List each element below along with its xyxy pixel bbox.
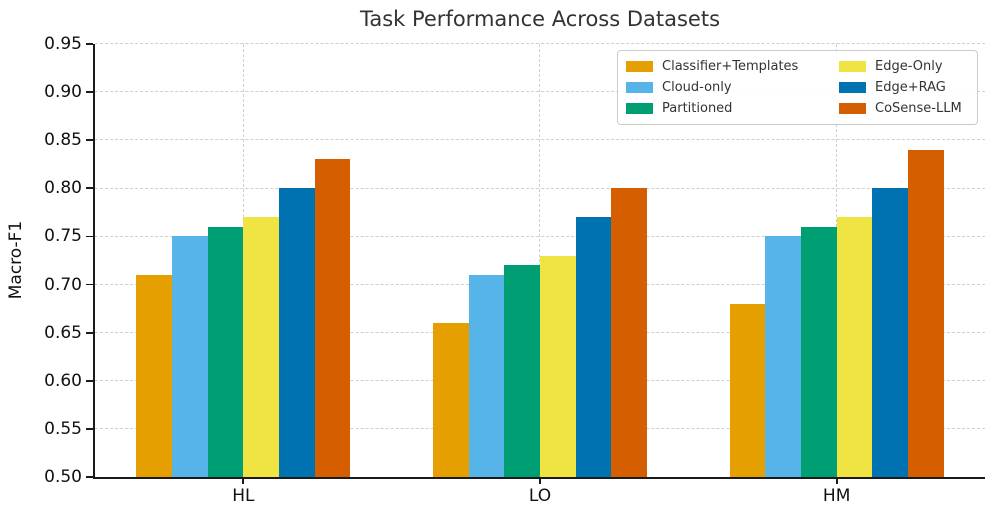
y-tick-label: 0.60 — [44, 370, 82, 391]
y-tick-label: 0.65 — [44, 322, 82, 343]
y-tick-label: 0.85 — [44, 130, 82, 151]
y-tick-mark — [86, 283, 93, 286]
y-tick-mark — [86, 187, 93, 190]
bar-classifier-templates-hl — [136, 274, 172, 477]
y-tick-label: 0.95 — [44, 34, 82, 54]
x-tick-mark — [242, 479, 245, 484]
legend-swatch-edge-rag — [839, 82, 866, 93]
y-tick-mark — [86, 139, 93, 142]
plot-area — [93, 43, 985, 479]
y-tick-mark — [86, 379, 93, 382]
bar-partitioned-hl — [207, 226, 244, 477]
bar-group-hm — [729, 44, 944, 477]
bar-classifier-templates-lo — [433, 323, 469, 477]
legend-item: Partitioned — [626, 101, 839, 116]
legend-label: CoSense-LLM — [875, 101, 962, 116]
bar-edge-only-lo — [540, 255, 576, 477]
x-tick-mark — [835, 479, 838, 484]
y-tick-label: 0.50 — [44, 467, 82, 487]
legend: Classifier+Templates Cloud-only Partitione… — [617, 50, 978, 125]
legend-label: Classifier+Templates — [662, 59, 799, 74]
bar-cosense-llm-hl — [314, 159, 351, 477]
chart-title: Task Performance Across Datasets — [359, 7, 721, 31]
legend-swatch-edge-only — [839, 61, 866, 72]
bar-cosense-llm-hm — [908, 149, 944, 477]
bar-edge-rag-hl — [279, 188, 315, 477]
legend-item: CoSense-LLM — [839, 101, 969, 116]
y-tick-label: 0.55 — [44, 418, 82, 439]
bar-partitioned-hm — [801, 226, 837, 477]
bar-edge-only-hl — [243, 217, 280, 477]
bar-cloud-only-hl — [172, 236, 208, 477]
bar-group-lo — [433, 44, 648, 477]
bar-group-hl — [136, 44, 351, 477]
legend-label: Edge-Only — [875, 59, 943, 74]
legend-swatch-cloud-only — [626, 82, 653, 93]
bar-classifier-templates-hm — [729, 303, 766, 477]
y-tick-mark — [86, 235, 93, 238]
legend-swatch-cosense-llm — [839, 103, 866, 114]
legend-item: Edge-Only — [839, 59, 969, 74]
y-tick-mark — [86, 91, 93, 93]
x-tick-label: LO — [528, 486, 552, 506]
legend-label: Cloud-only — [662, 80, 732, 95]
legend-swatch-classifier-templates — [626, 61, 653, 72]
x-tick-label: HM — [822, 486, 851, 506]
bar-edge-only-hm — [836, 217, 873, 477]
bar-cloud-only-lo — [468, 274, 505, 477]
x-tick-label: HL — [232, 486, 255, 506]
legend-item: Classifier+Templates — [626, 59, 839, 74]
legend-label: Edge+RAG — [875, 80, 946, 95]
y-tick-mark — [86, 331, 93, 334]
y-tick-label: 0.75 — [44, 226, 82, 247]
y-tick-mark — [86, 476, 93, 478]
y-tick-label: 0.70 — [44, 274, 82, 295]
x-tick-mark — [539, 479, 541, 484]
v-gridline — [539, 44, 541, 477]
h-gridline — [95, 43, 985, 45]
y-tick-label: 0.80 — [44, 178, 82, 199]
bar-cloud-only-hm — [765, 236, 801, 477]
legend-item: Edge+RAG — [839, 80, 969, 95]
y-tick-mark — [86, 427, 93, 430]
bar-edge-rag-hm — [872, 188, 909, 477]
legend-label: Partitioned — [662, 101, 733, 116]
y-tick-mark — [86, 43, 93, 45]
legend-item: Cloud-only — [626, 80, 839, 95]
bar-edge-rag-lo — [575, 217, 612, 477]
legend-swatch-partitioned — [626, 103, 653, 114]
bar-partitioned-lo — [504, 265, 541, 477]
y-tick-label: 0.90 — [44, 82, 82, 103]
bar-cosense-llm-lo — [611, 188, 648, 477]
